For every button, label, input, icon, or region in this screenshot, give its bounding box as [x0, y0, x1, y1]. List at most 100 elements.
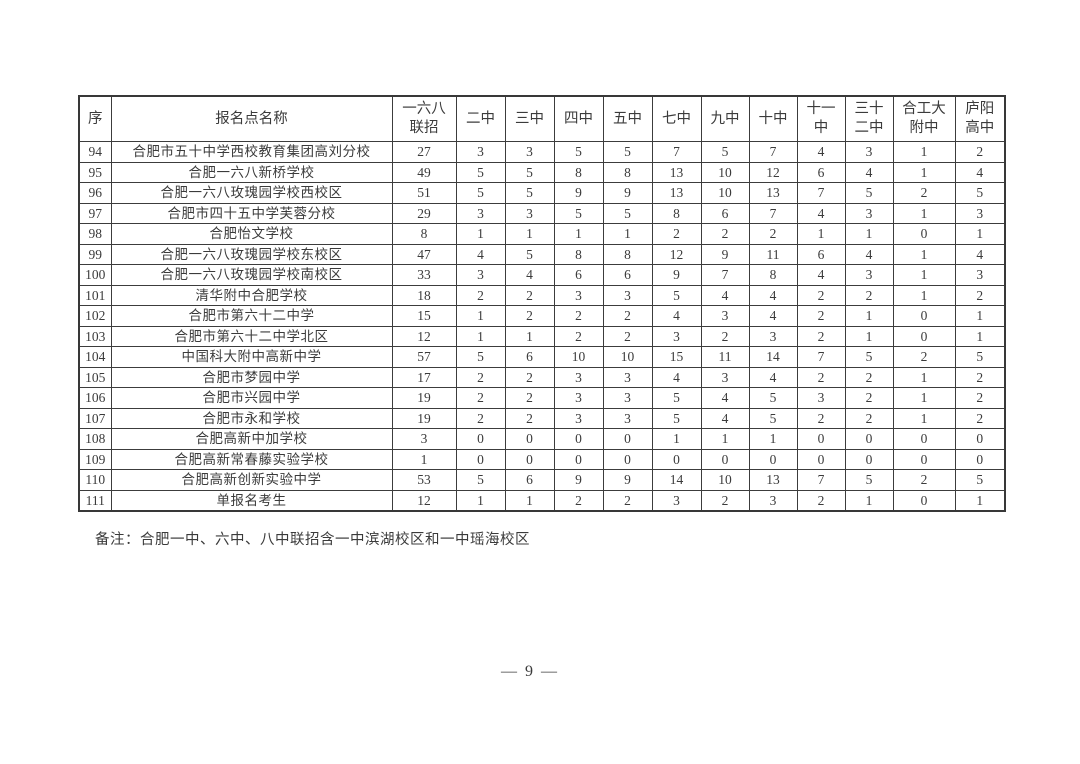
- school-name: 合肥高新创新实验中学: [110, 469, 393, 491]
- count-cell: 4: [748, 366, 798, 388]
- count-cell: 1: [892, 202, 956, 224]
- school-name: 合肥一六八玫瑰园学校西校区: [110, 182, 393, 204]
- count-cell: 5: [455, 469, 506, 491]
- school-name: 合肥市梦园中学: [110, 366, 393, 388]
- count-cell: 0: [796, 448, 846, 470]
- count-cell: 33: [391, 264, 457, 286]
- count-cell: 2: [504, 366, 555, 388]
- count-cell: 2: [748, 223, 798, 245]
- count-cell: 3: [954, 264, 1006, 286]
- count-cell: 1: [504, 223, 555, 245]
- count-cell: 5: [748, 387, 798, 409]
- table-row: 106 合肥市兴园中学 19 2 2 3 3 5 4 5 3 2 1 2: [78, 387, 1006, 409]
- count-cell: 13: [748, 182, 798, 204]
- count-cell: 10: [553, 346, 604, 368]
- count-cell: 0: [504, 428, 555, 450]
- column-header: 四中: [553, 95, 604, 142]
- count-cell: 9: [553, 182, 604, 204]
- count-cell: 14: [651, 469, 702, 491]
- count-cell: 5: [504, 182, 555, 204]
- row-number: 95: [78, 161, 112, 183]
- table-row: 96 合肥一六八玫瑰园学校西校区 51 5 5 9 9 13 10 13 7 5 2 5: [78, 182, 1006, 204]
- count-cell: 3: [844, 264, 894, 286]
- count-cell: 1: [954, 325, 1006, 347]
- row-number: 94: [78, 141, 112, 163]
- count-cell: 5: [455, 346, 506, 368]
- table-row: 95 合肥一六八新桥学校 49 5 5 8 8 13 10 12 6 4 1 4: [78, 161, 1006, 183]
- count-cell: 10: [602, 346, 653, 368]
- school-name: 合肥市永和学校: [110, 407, 393, 429]
- count-cell: 5: [602, 202, 653, 224]
- count-cell: 1: [892, 407, 956, 429]
- count-cell: 1: [954, 489, 1006, 512]
- column-header: 报名点名称: [110, 95, 393, 142]
- count-cell: 7: [796, 346, 846, 368]
- column-header: 序: [78, 95, 112, 142]
- count-cell: 5: [748, 407, 798, 429]
- count-cell: 2: [455, 284, 506, 306]
- count-cell: 5: [602, 141, 653, 163]
- count-cell: 7: [748, 141, 798, 163]
- count-cell: 4: [651, 366, 702, 388]
- count-cell: 0: [796, 428, 846, 450]
- school-name: 合肥市兴园中学: [110, 387, 393, 409]
- count-cell: 3: [391, 428, 457, 450]
- count-cell: 2: [504, 407, 555, 429]
- count-cell: 2: [553, 325, 604, 347]
- school-name: 合肥市四十五中学芙蓉分校: [110, 202, 393, 224]
- count-cell: 1: [700, 428, 750, 450]
- count-cell: 1: [844, 223, 894, 245]
- count-cell: 1: [892, 141, 956, 163]
- row-number: 107: [78, 407, 112, 429]
- count-cell: 3: [602, 284, 653, 306]
- count-cell: 4: [748, 284, 798, 306]
- count-cell: 0: [954, 428, 1006, 450]
- count-cell: 47: [391, 243, 457, 265]
- count-cell: 5: [504, 161, 555, 183]
- count-cell: 27: [391, 141, 457, 163]
- table-row: 107 合肥市永和学校 19 2 2 3 3 5 4 5 2 2 1 2: [78, 407, 1006, 429]
- table-row: 111 单报名考生 12 1 1 2 2 3 2 3 2 1 0 1: [78, 489, 1006, 512]
- count-cell: 3: [651, 325, 702, 347]
- count-cell: 2: [844, 407, 894, 429]
- count-cell: 3: [700, 366, 750, 388]
- count-cell: 6: [796, 243, 846, 265]
- count-cell: 0: [892, 448, 956, 470]
- table-row: 97 合肥市四十五中学芙蓉分校 29 3 3 5 5 8 6 7 4 3 1 3: [78, 202, 1006, 224]
- count-cell: 10: [700, 161, 750, 183]
- count-cell: 13: [651, 161, 702, 183]
- count-cell: 1: [391, 448, 457, 470]
- count-cell: 1: [504, 489, 555, 512]
- count-cell: 1: [954, 305, 1006, 327]
- count-cell: 19: [391, 387, 457, 409]
- count-cell: 3: [455, 141, 506, 163]
- table-row: 103 合肥市第六十二中学北区 12 1 1 2 2 3 2 3 2 1 0 1: [78, 325, 1006, 347]
- count-cell: 2: [455, 407, 506, 429]
- count-cell: 8: [553, 243, 604, 265]
- count-cell: 5: [651, 387, 702, 409]
- count-cell: 12: [391, 489, 457, 512]
- count-cell: 2: [700, 325, 750, 347]
- row-number: 106: [78, 387, 112, 409]
- column-header: 二中: [455, 95, 506, 142]
- count-cell: 2: [844, 366, 894, 388]
- count-cell: 2: [954, 141, 1006, 163]
- registration-table-container: 序报名点名称 一六八 联招 二中 三中 四中 五中 七中 九中 十中 十一 中三十 二中 合工大 附…: [78, 95, 1006, 512]
- count-cell: 9: [700, 243, 750, 265]
- row-number: 101: [78, 284, 112, 306]
- table-row: 99 合肥一六八玫瑰园学校东校区 47 4 5 8 8 12 9 11 6 4 1 4: [78, 243, 1006, 265]
- count-cell: 9: [602, 182, 653, 204]
- registration-table: 序报名点名称 一六八 联招 二中 三中 四中 五中 七中 九中 十中 十一 中三十 二中 合工大 附…: [78, 95, 1006, 512]
- count-cell: 4: [844, 243, 894, 265]
- count-cell: 2: [892, 469, 956, 491]
- row-number: 104: [78, 346, 112, 368]
- count-cell: 12: [748, 161, 798, 183]
- count-cell: 8: [651, 202, 702, 224]
- count-cell: 4: [954, 161, 1006, 183]
- school-name: 合肥市五十中学西校教育集团高刘分校: [110, 141, 393, 163]
- count-cell: 5: [455, 182, 506, 204]
- count-cell: 3: [651, 489, 702, 512]
- count-cell: 0: [892, 489, 956, 512]
- count-cell: 10: [700, 182, 750, 204]
- count-cell: 6: [700, 202, 750, 224]
